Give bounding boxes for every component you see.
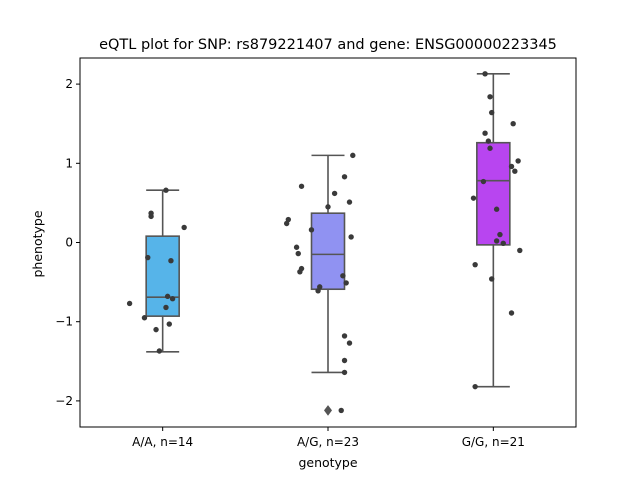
data-point [485, 138, 492, 144]
data-point [500, 240, 506, 246]
data-point [341, 357, 348, 364]
data-point [488, 109, 495, 116]
y-axis-label: phenotype [30, 210, 45, 277]
data-point [515, 158, 521, 164]
data-point [164, 293, 171, 300]
data-point [508, 310, 515, 316]
data-point [168, 258, 174, 264]
x-tick-label: A/G, n=23 [297, 435, 359, 449]
data-point [482, 130, 488, 136]
data-point [472, 383, 478, 390]
y-tick-label: 1 [65, 156, 73, 170]
chart-title: eQTL plot for SNP: rs879221407 and gene:… [99, 37, 557, 53]
x-axis-label: genotype [298, 455, 357, 470]
data-point [341, 174, 348, 180]
data-point [148, 213, 154, 220]
data-point [493, 206, 500, 212]
x-tick-label: A/A, n=14 [132, 435, 193, 449]
data-point [470, 195, 477, 201]
iqr-box [476, 141, 511, 246]
data-point [497, 231, 503, 238]
plot-area: −2 −1 0 1 2 A/A, n=14 A/G, n=23 G/G, n=21 [55, 57, 577, 449]
data-point [166, 321, 172, 327]
data-point [141, 315, 148, 321]
iqr-box [310, 212, 346, 291]
data-point [169, 296, 176, 302]
data-point [315, 288, 321, 294]
data-point [308, 227, 315, 233]
data-point [145, 254, 151, 261]
data-point [480, 178, 487, 185]
data-point [487, 94, 493, 100]
y-tick-label: 0 [65, 236, 73, 250]
y-tick-label: 2 [65, 77, 73, 91]
data-point [517, 247, 523, 254]
data-point [331, 190, 338, 197]
box-group-3 [476, 73, 511, 388]
data-point [493, 238, 500, 244]
data-point [163, 304, 169, 311]
data-point [350, 152, 356, 159]
data-point [510, 121, 516, 127]
data-point [126, 300, 133, 307]
data-point [487, 145, 493, 151]
data-point [325, 204, 331, 210]
data-point [482, 71, 488, 77]
data-point [153, 326, 159, 333]
box-group-2 [310, 154, 346, 416]
data-point [512, 168, 518, 174]
iqr-box [145, 235, 180, 317]
data-point [297, 269, 303, 275]
data-point [343, 280, 349, 286]
data-point [472, 261, 478, 268]
data-point [346, 340, 353, 346]
data-point [293, 244, 300, 250]
data-point [348, 234, 354, 240]
data-point [181, 224, 187, 231]
data-point [295, 250, 301, 257]
data-point [163, 187, 169, 193]
data-point [283, 220, 290, 227]
data-point [341, 333, 348, 339]
y-tick-label: −1 [55, 315, 73, 329]
data-point [156, 348, 163, 354]
data-point [346, 199, 353, 205]
x-tick-label: G/G, n=21 [462, 435, 525, 449]
data-point [338, 407, 344, 414]
data-point [298, 183, 305, 189]
data-point [341, 369, 348, 376]
data-point [508, 163, 515, 170]
y-tick-label: −2 [55, 394, 73, 408]
outlier-marker [324, 405, 332, 416]
data-point [340, 273, 346, 279]
box-group-1 [145, 189, 180, 353]
data-point [488, 276, 495, 282]
